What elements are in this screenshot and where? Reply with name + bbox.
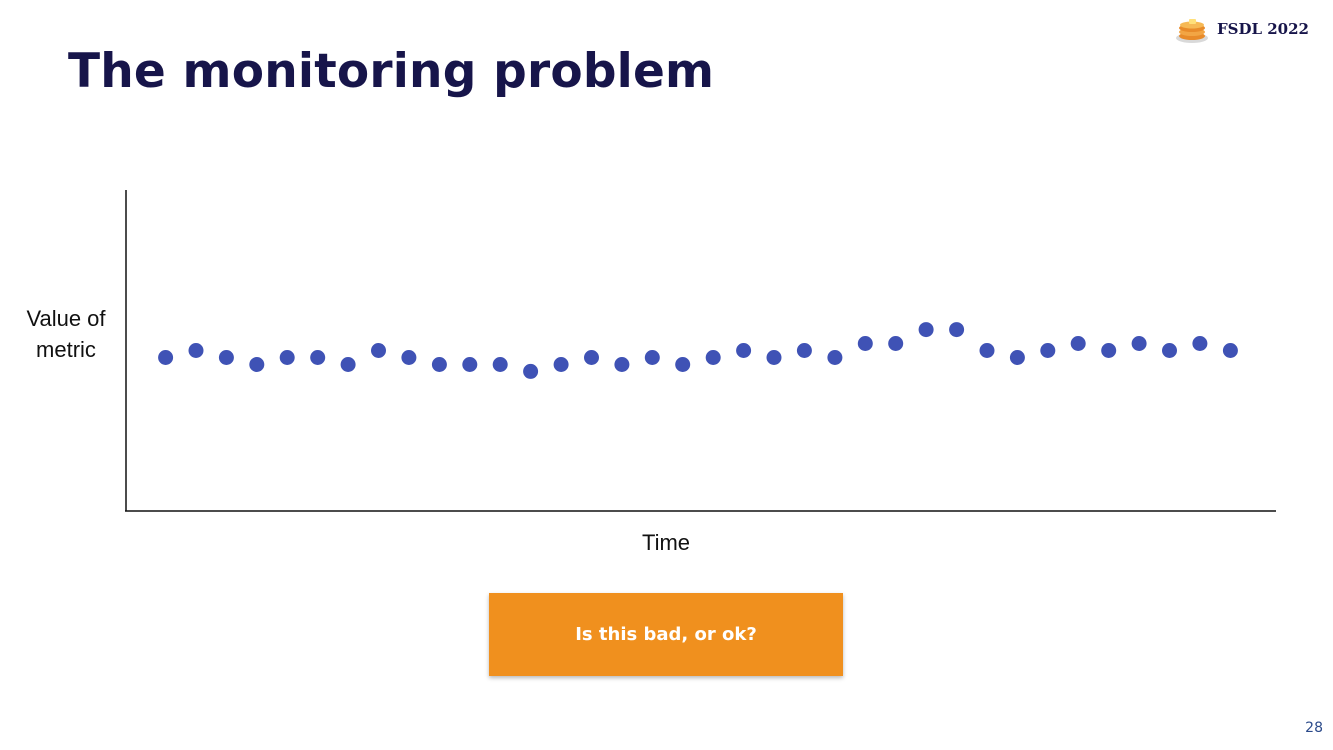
brand-badge: FSDL 2022 — [1175, 14, 1309, 44]
data-point — [158, 350, 174, 365]
data-point — [796, 343, 812, 358]
brand-label: FSDL 2022 — [1216, 20, 1309, 38]
data-point — [1009, 350, 1025, 365]
data-point — [310, 350, 326, 365]
data-point — [1131, 336, 1147, 351]
data-point — [1040, 343, 1056, 358]
data-points — [158, 322, 1238, 379]
data-point — [218, 350, 234, 365]
data-point — [188, 343, 204, 358]
data-point — [1222, 343, 1238, 358]
x-axis-label: Time — [642, 530, 690, 555]
data-point — [462, 357, 478, 372]
data-point — [675, 357, 691, 372]
data-point — [523, 363, 539, 379]
data-point — [736, 343, 752, 358]
y-axis-label-line-2: metric — [36, 337, 96, 362]
data-point — [401, 350, 417, 365]
page-number: 28 — [1305, 720, 1323, 736]
data-point — [1070, 336, 1086, 351]
data-point — [431, 357, 447, 372]
data-point — [584, 350, 599, 365]
data-point — [857, 336, 873, 351]
callout-box: Is this bad, or ok? — [489, 593, 843, 676]
data-point — [340, 357, 356, 372]
data-point — [888, 336, 904, 351]
data-point — [918, 322, 934, 338]
data-point — [766, 350, 782, 365]
data-point — [979, 343, 995, 358]
data-point — [492, 357, 508, 372]
data-point — [827, 350, 843, 365]
slide-title: The monitoring problem — [68, 44, 715, 99]
data-point — [553, 357, 569, 372]
pancake-stack-icon — [1175, 19, 1208, 43]
y-axis-label-line-1: Value of — [26, 306, 106, 331]
data-point — [644, 350, 660, 365]
data-point — [1101, 343, 1117, 358]
data-point — [279, 350, 295, 365]
data-point — [249, 357, 265, 372]
data-point — [705, 350, 721, 365]
data-point — [949, 322, 965, 338]
data-point — [371, 343, 386, 358]
data-point — [1162, 343, 1177, 358]
data-point — [1192, 336, 1208, 351]
data-point — [614, 357, 630, 372]
callout-text: Is this bad, or ok? — [575, 624, 757, 645]
